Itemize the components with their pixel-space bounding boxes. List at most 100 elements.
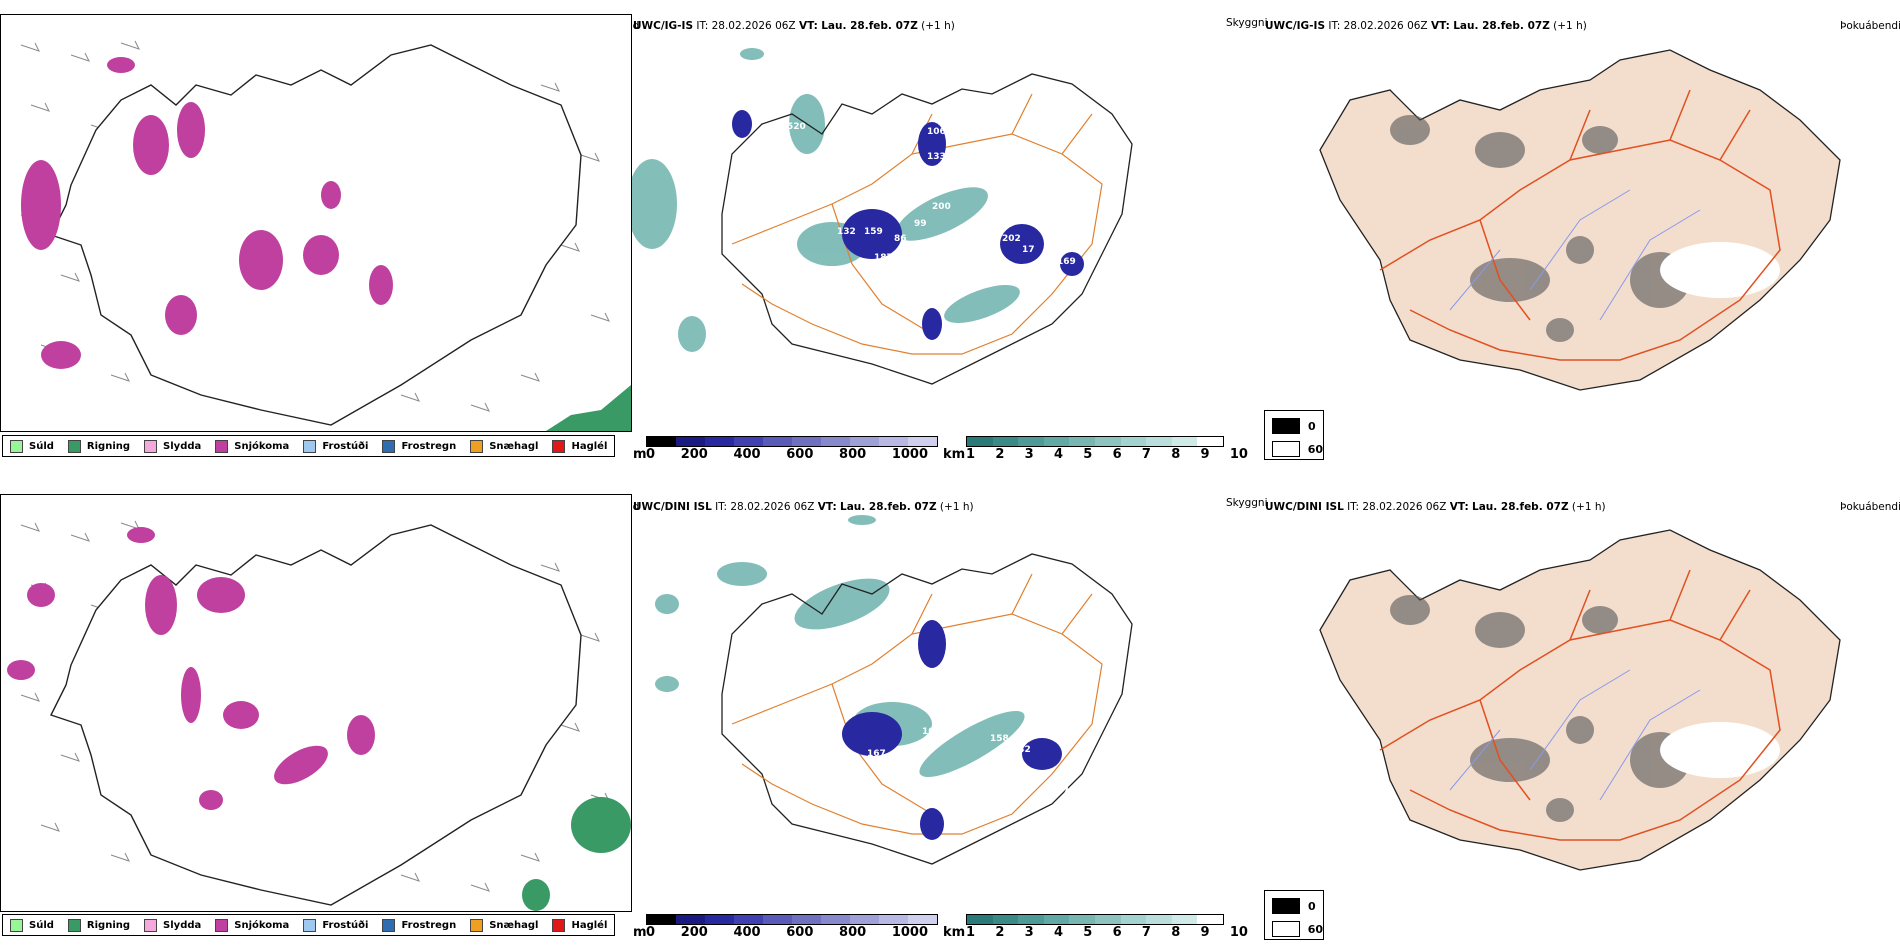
ceiling-label: 202 [1002, 234, 1021, 244]
ceiling-label: 159 [864, 227, 883, 237]
row2-fog-legend: 0 60 [1264, 890, 1324, 940]
iceland-outline [721, 553, 1133, 865]
row1-vis-title: UWC/IG-IS IT: 28.02.2026 06Z VT: Lau. 28… [633, 20, 955, 32]
ceiling-label: 142 [1004, 764, 1023, 774]
legend-swatch [67, 439, 81, 453]
row2-visibility-ticks: 1 2 3 4 5 6 7 8 9 10 [966, 925, 1248, 940]
snow-areas [21, 57, 393, 369]
legend-item: Frostúði [303, 439, 368, 453]
legend-item: Slydda [144, 439, 201, 453]
legend-swatch [215, 439, 229, 453]
ceiling-label: 167 [867, 749, 886, 759]
ceiling-label: 200 [932, 202, 951, 212]
ceiling-label: 17 [1022, 245, 1035, 255]
ceiling-label: 133 [927, 152, 946, 162]
row2-visibility-map: 338 630 217 244 106 158 142 142 167 137 … [655, 515, 1133, 874]
legend-swatch [382, 439, 396, 453]
row2-visibility-unit: km [943, 925, 966, 940]
row2-ceiling-unit: m [633, 925, 647, 940]
legend-swatch [552, 439, 566, 453]
ceiling-label: 20 [735, 97, 748, 107]
legend-item: Snjókoma [215, 439, 289, 453]
glacier-clear-area [1660, 722, 1780, 778]
row1-fog-legend: 0 60 [1264, 410, 1324, 460]
row1-vis-panel-title: Skyggni [1226, 17, 1268, 29]
ceiling-value-labels: 20 520 106 133 200 137 202 17 169 159 13… [735, 97, 1076, 267]
tick-label: 1000 [891, 447, 928, 462]
legend-item: Rigning [67, 439, 130, 453]
row1-fog-map [1319, 49, 1841, 391]
legend-item: Snæhagl [470, 439, 538, 453]
road-network [731, 573, 1103, 835]
ceiling-label: 217 [815, 707, 834, 717]
ceiling-label: 142 [1012, 745, 1031, 755]
ceiling-label: 106 [922, 727, 941, 737]
road-network [1379, 569, 1781, 841]
fog-index-areas [1390, 115, 1690, 342]
glacier-clear-area [1660, 242, 1780, 298]
ceiling-value-labels: 338 630 217 244 106 158 142 142 167 137 … [792, 632, 1069, 874]
tick-label: 600 [786, 447, 814, 462]
row2-visibility-colorbar [966, 914, 1224, 925]
tick-label: 800 [839, 447, 867, 462]
legend-item: Haglél [552, 439, 607, 453]
row1-visibility-unit: km [943, 447, 966, 462]
tick-label: 400 [733, 447, 761, 462]
ceiling-label: 187 [874, 253, 893, 263]
row1-precip-legend: Súld Rigning Slydda Snjókoma Frostúði Fr… [2, 435, 616, 457]
row1-visibility-ticks: 1 2 3 4 5 6 7 8 9 10 [966, 447, 1248, 462]
iceland-outline [721, 73, 1133, 385]
precip-map-graphic [7, 520, 631, 911]
iceland-outline [50, 524, 582, 906]
ceiling-label: 137 [1012, 217, 1031, 227]
rain-areas [546, 385, 631, 431]
ceiling-label: 169 [1057, 257, 1076, 267]
legend-swatch [144, 439, 158, 453]
row2-vis-title: UWC/DINI ISL IT: 28.02.2026 06Z VT: Lau.… [633, 501, 974, 513]
row2-precip-legend: Súld Rigning Slydda Snjókoma Frostúði Fr… [2, 914, 616, 936]
ceiling-label: 106 [927, 127, 946, 137]
ceiling-areas [732, 110, 1084, 340]
legend-item: Súld [10, 439, 54, 453]
row2-vis-panel-title: Skyggni [1226, 497, 1268, 509]
row2-fog-map [1319, 529, 1841, 871]
row2-ceiling-colorbar [646, 914, 938, 925]
ceiling-label: 244 [792, 720, 811, 730]
row1-visibility-map: 20 520 106 133 200 137 202 17 169 159 13… [632, 48, 1133, 385]
ceiling-areas [842, 620, 1062, 840]
row2-precip-map [0, 494, 632, 912]
road-network [1379, 89, 1781, 361]
ceiling-label: 99 [914, 219, 927, 229]
rivers [1449, 189, 1701, 321]
row1-ceiling-colorbar [646, 436, 938, 447]
ceiling-label: 132 [837, 227, 856, 237]
legend-swatch [10, 439, 23, 453]
iceland-outline [50, 44, 582, 426]
tick-label: 200 [680, 447, 708, 462]
row1-visibility-colorbar [966, 436, 1224, 447]
snow-areas [7, 527, 375, 810]
ceiling-label: 137 [1050, 787, 1069, 797]
fog-swatch [1272, 418, 1300, 434]
visibility-areas [632, 48, 1020, 352]
ceiling-label: 158 [990, 734, 1009, 744]
row1-precip-map [0, 14, 632, 432]
fog-swatch [1272, 441, 1300, 457]
row2-ceiling-ticks: 0 200 400 600 800 1000 [646, 925, 928, 940]
rain-areas [522, 797, 631, 911]
row2-fog-panel-title: Þokuábendi [1840, 501, 1900, 513]
legend-item: Frostregn [382, 439, 456, 453]
legend-swatch [303, 439, 317, 453]
row2-fog-title: UWC/DINI ISL IT: 28.02.2026 06Z VT: Lau.… [1265, 501, 1606, 513]
fog-index-areas [1390, 595, 1690, 822]
legend-swatch [470, 439, 484, 453]
ceiling-label: 86 [894, 234, 907, 244]
row1-ceiling-ticks: 0 200 400 600 800 1000 [646, 447, 928, 462]
row1-fog-title: UWC/IG-IS IT: 28.02.2026 06Z VT: Lau. 28… [1265, 20, 1587, 32]
ceiling-label: 630 [792, 665, 811, 675]
tick-label: 0 [646, 447, 656, 462]
rivers [1449, 669, 1701, 801]
ceiling-label: 107 [924, 864, 943, 874]
ceiling-label: 520 [787, 122, 806, 132]
row1-fog-panel-title: Þokuábendi [1840, 20, 1900, 32]
